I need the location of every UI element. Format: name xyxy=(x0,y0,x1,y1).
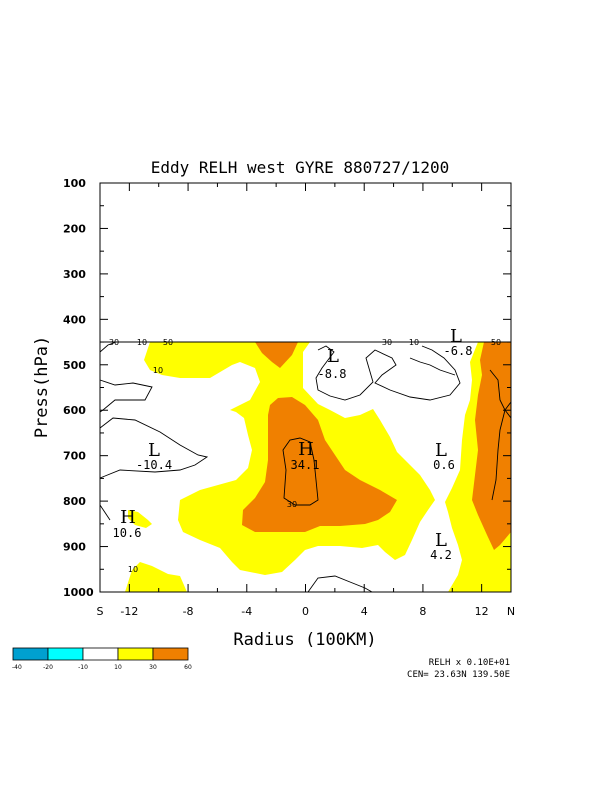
footer-scale: RELH x 0.10E+01 xyxy=(429,658,510,668)
contour-right-loop xyxy=(489,369,506,501)
fill-10-30-bottom xyxy=(125,562,187,592)
x-tick-label: 0 xyxy=(302,605,309,618)
legend-swatch xyxy=(47,647,84,661)
legend-label: 30 xyxy=(149,664,157,671)
y-tick-label: 300 xyxy=(63,268,86,281)
y-tick-labels: 100 200 300 400 500 600 700 800 900 1000 xyxy=(63,177,94,599)
y-tick-label: 400 xyxy=(63,313,86,326)
contour-label: 50 xyxy=(163,338,173,347)
x-tick-label: 4 xyxy=(361,605,368,618)
legend-label: -20 xyxy=(43,664,53,671)
contour-left-c xyxy=(99,417,209,479)
extremum-l-value: -6.8 xyxy=(444,344,473,358)
extremum-l-letter: L xyxy=(148,440,160,461)
fill-30-60-top xyxy=(255,342,298,368)
legend-label: -40 xyxy=(12,664,22,671)
contour-lines xyxy=(99,341,512,593)
axis-ticks xyxy=(99,182,512,593)
extrema-markers: H 34.1 H 10.6 L -10.4 L -8.8 L -6.8 L 0.… xyxy=(113,326,473,562)
extremum-h-value: 34.1 xyxy=(291,458,320,472)
contour-label: 30 xyxy=(109,338,119,347)
extremum-h-letter: H xyxy=(298,439,314,460)
contour-left-b xyxy=(99,379,153,413)
contour-left-d xyxy=(99,504,111,521)
contour-bottom-right xyxy=(307,575,373,593)
y-axis-label: Press(hPa) xyxy=(32,336,52,438)
fill-30-60-right xyxy=(472,342,511,550)
y-tick-label: 500 xyxy=(63,359,86,372)
contour-label: 30 xyxy=(382,338,392,347)
extremum-h-value: 10.6 xyxy=(113,526,142,540)
footer-center: CEN= 23.63N 139.50E xyxy=(407,670,510,680)
x-tick-label: 8 xyxy=(419,605,426,618)
legend-swatch xyxy=(82,647,119,661)
extremum-l-letter: L xyxy=(435,530,447,551)
contour-left-a xyxy=(99,341,117,353)
contour-label: 50 xyxy=(491,338,501,347)
legend-swatch xyxy=(152,647,189,661)
fill-30-60-center xyxy=(242,397,397,532)
color-legend: -40 -20 -10 10 30 60 xyxy=(12,647,192,671)
extremum-l-value: -10.4 xyxy=(136,458,172,472)
x-tick-label: -8 xyxy=(183,605,194,618)
y-tick-label: 100 xyxy=(63,177,86,190)
legend-label: 10 xyxy=(114,664,122,671)
y-tick-label: 1000 xyxy=(63,586,94,599)
contour-fills xyxy=(125,342,511,592)
x-tick-label: -4 xyxy=(241,605,252,618)
legend-label: 60 xyxy=(184,664,192,671)
x-tick-label: 12 xyxy=(475,605,489,618)
x-tick-label: -12 xyxy=(120,605,138,618)
y-tick-label: 900 xyxy=(63,541,86,554)
legend-swatch xyxy=(12,647,49,661)
extremum-l-letter: L xyxy=(450,326,462,347)
y-tick-label: 600 xyxy=(63,404,86,417)
y-tick-label: 800 xyxy=(63,495,86,508)
x-tick-labels: S -12 -8 -4 0 4 8 12 N xyxy=(97,605,516,618)
contour-center-right-a xyxy=(315,345,461,401)
extremum-l-value: -8.8 xyxy=(318,367,347,381)
legend-label: -10 xyxy=(78,664,88,671)
contour-right-small xyxy=(409,357,456,376)
fill-10-30-small xyxy=(128,510,152,528)
y-tick-label: 700 xyxy=(63,450,86,463)
extremum-l-value: 0.6 xyxy=(433,458,455,472)
contour-label: 10 xyxy=(137,338,147,347)
contour-label: 10 xyxy=(128,565,138,574)
extremum-h-letter: H xyxy=(120,507,136,528)
x-tick-label: N xyxy=(507,605,515,618)
contour-label-group: 30 10 50 10 30 10 50 10 30 xyxy=(109,338,501,574)
x-axis-label: Radius (100KM) xyxy=(233,630,376,650)
x-tick-label: S xyxy=(97,605,104,618)
legend-swatch xyxy=(117,647,154,661)
extremum-l-letter: L xyxy=(435,440,447,461)
extremum-l-value: 4.2 xyxy=(430,548,452,562)
chart-title: Eddy RELH west GYRE 880727/1200 xyxy=(151,158,450,177)
y-tick-label: 200 xyxy=(63,222,86,235)
contour-label: 30 xyxy=(287,500,297,509)
contour-center-30 xyxy=(282,437,319,506)
contour-label: 10 xyxy=(153,366,163,375)
contour-label: 10 xyxy=(409,338,419,347)
extremum-l-letter: L xyxy=(327,346,339,367)
